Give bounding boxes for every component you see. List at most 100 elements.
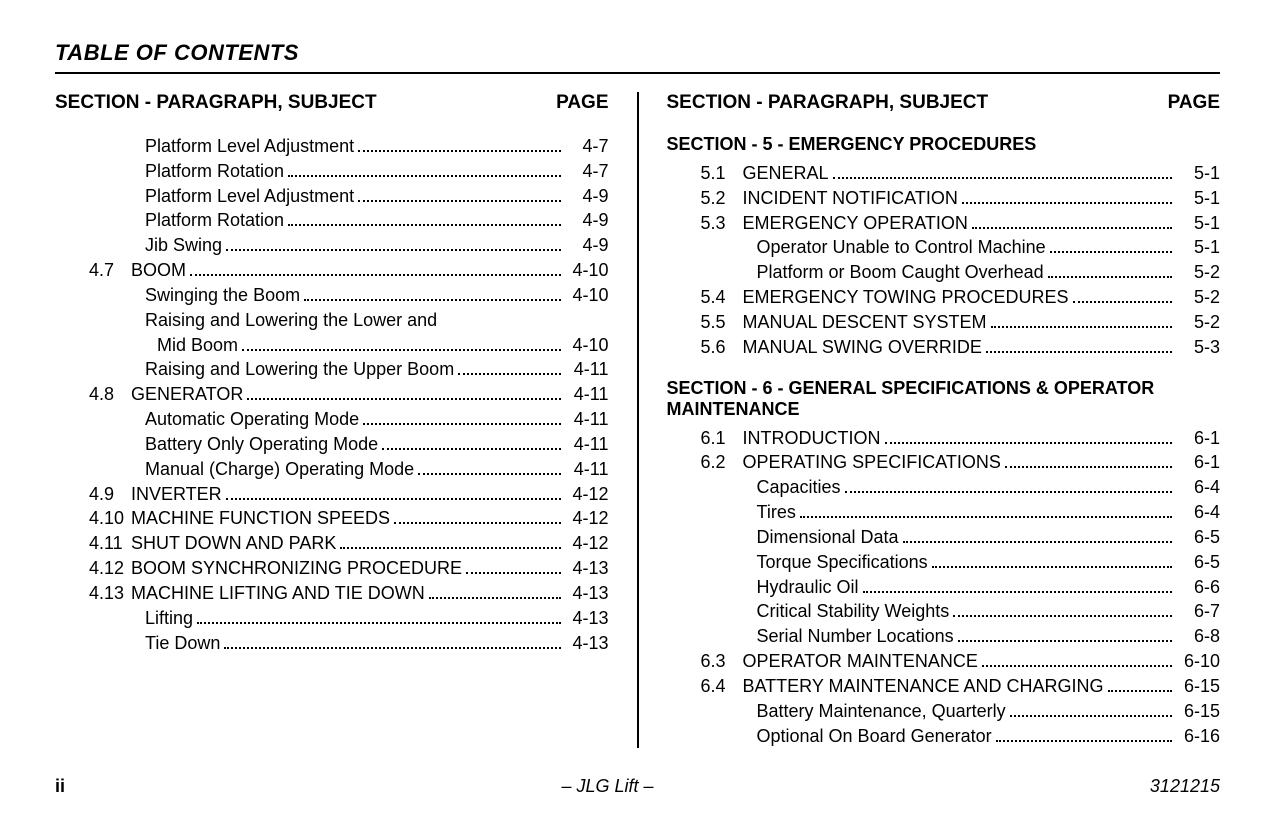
toc-entry-label: Raising and Lowering the Upper Boom	[145, 357, 454, 382]
toc-subentry: Platform Level Adjustment4-7	[145, 134, 609, 159]
toc-subentry-continuation: Mid Boom4-10	[157, 333, 609, 358]
toc-leader-dots	[991, 311, 1172, 328]
toc-subentry: Manual (Charge) Operating Mode4-11	[145, 457, 609, 482]
toc-entry-page: 6-5	[1176, 525, 1220, 550]
toc-entry-page: 5-1	[1176, 161, 1220, 186]
toc-leader-dots	[962, 187, 1172, 204]
toc-leader-dots	[1048, 261, 1172, 278]
toc-entry-page: 6-1	[1176, 450, 1220, 475]
toc-entry-label: OPERATING SPECIFICATIONS	[743, 450, 1001, 475]
toc-entry-label: INVERTER	[131, 482, 222, 507]
toc-entry: 5.2INCIDENT NOTIFICATION5-1	[701, 186, 1221, 211]
toc-entry-label: Jib Swing	[145, 233, 222, 258]
toc-entry-label: Tie Down	[145, 631, 220, 656]
toc-leader-dots	[1073, 286, 1172, 303]
toc-entry-number: 5.4	[701, 285, 743, 310]
toc-leader-dots	[429, 582, 561, 599]
right-entry-list: SECTION - 5 - EMERGENCY PROCEDURES5.1GEN…	[667, 134, 1221, 748]
toc-leader-dots	[224, 631, 560, 648]
toc-entry-page: 4-7	[565, 134, 609, 159]
toc-subentry: Tires6-4	[757, 500, 1221, 525]
toc-leader-dots	[304, 284, 560, 301]
toc-entry: 4.13MACHINE LIFTING AND TIE DOWN 4-13	[89, 581, 609, 606]
toc-entry-page: 4-7	[565, 159, 609, 184]
page-footer: ii – JLG Lift – 3121215	[55, 776, 1220, 797]
toc-leader-dots	[226, 482, 561, 499]
toc-entry-page: 6-1	[1176, 426, 1220, 451]
toc-entry-page: 4-12	[565, 531, 609, 556]
toc-entry-page: 4-10	[565, 283, 609, 308]
toc-entry-number: 4.9	[89, 482, 131, 507]
footer-doc-number: 3121215	[1150, 776, 1220, 797]
footer-center-text: – JLG Lift –	[561, 776, 653, 797]
toc-entry-label: Serial Number Locations	[757, 624, 954, 649]
toc-entry-number: 5.6	[701, 335, 743, 360]
toc-entry-label: Swinging the Boom	[145, 283, 300, 308]
toc-subentry: Critical Stability Weights6-7	[757, 599, 1221, 624]
toc-entry-label: Battery Maintenance, Quarterly	[757, 699, 1006, 724]
toc-entry-number: 4.13	[89, 581, 131, 606]
toc-entry-label: Manual (Charge) Operating Mode	[145, 457, 414, 482]
toc-entry-label: Platform Rotation	[145, 208, 284, 233]
toc-entry-label: Platform Level Adjustment	[145, 184, 354, 209]
toc-entry-page: 6-4	[1176, 475, 1220, 500]
toc-entry-page: 6-15	[1176, 699, 1220, 724]
toc-entry-label: MANUAL SWING OVERRIDE	[743, 335, 982, 360]
toc-entry-page: 4-13	[565, 556, 609, 581]
toc-entry-label: Battery Only Operating Mode	[145, 432, 378, 457]
toc-leader-dots	[996, 724, 1172, 741]
toc-entry: 6.4BATTERY MAINTENANCE AND CHARGING6-15	[701, 674, 1221, 699]
toc-entry-page: 4-9	[565, 208, 609, 233]
toc-entry-page: 4-13	[565, 581, 609, 606]
toc-leader-dots	[932, 550, 1172, 567]
toc-leader-dots	[242, 333, 560, 350]
toc-subentry: Battery Only Operating Mode4-11	[145, 432, 609, 457]
toc-entry: 4.8GENERATOR4-11	[89, 382, 609, 407]
toc-entry-page: 6-10	[1176, 649, 1220, 674]
toc-entry-label: OPERATOR MAINTENANCE	[743, 649, 978, 674]
toc-entry-label: Lifting	[145, 606, 193, 631]
column-header-right: PAGE	[1168, 92, 1220, 114]
toc-entry-page: 4-11	[565, 357, 609, 382]
toc-entry-number: 4.8	[89, 382, 131, 407]
toc-entry-number: 6.4	[701, 674, 743, 699]
toc-entry: 5.5MANUAL DESCENT SYSTEM5-2	[701, 310, 1221, 335]
toc-leader-dots	[418, 457, 560, 474]
toc-leader-dots	[958, 625, 1172, 642]
toc-leader-dots	[190, 259, 560, 276]
toc-entry-page: 5-1	[1176, 211, 1220, 236]
toc-entry-page: 6-16	[1176, 724, 1220, 749]
toc-leader-dots	[197, 606, 560, 623]
toc-leader-dots	[1005, 451, 1172, 468]
toc-entry: 6.2OPERATING SPECIFICATIONS 6-1	[701, 450, 1221, 475]
toc-leader-dots	[1108, 675, 1172, 692]
toc-entry-label: MACHINE LIFTING AND TIE DOWN	[131, 581, 425, 606]
toc-leader-dots	[458, 358, 560, 375]
toc-entry-label: INCIDENT NOTIFICATION	[743, 186, 958, 211]
toc-subentry: Lifting4-13	[145, 606, 609, 631]
toc-entry-page: 4-11	[565, 407, 609, 432]
toc-entry-number: 6.3	[701, 649, 743, 674]
toc-entry-number: 5.3	[701, 211, 743, 236]
page-title: TABLE OF CONTENTS	[55, 40, 1220, 66]
toc-leader-dots	[885, 426, 1173, 443]
toc-leader-dots	[358, 184, 560, 201]
toc-subentry: Tie Down4-13	[145, 631, 609, 656]
toc-entry-label: Platform Rotation	[145, 159, 284, 184]
toc-entry-page: 4-10	[565, 258, 609, 283]
toc-leader-dots	[986, 336, 1172, 353]
toc-leader-dots	[288, 209, 560, 226]
toc-leader-dots	[863, 575, 1172, 592]
toc-subentry: Platform Rotation 4-9	[145, 208, 609, 233]
toc-leader-dots	[247, 383, 560, 400]
toc-entry-label: INTRODUCTION	[743, 426, 881, 451]
toc-leader-dots	[800, 501, 1172, 518]
toc-entry-number: 6.2	[701, 450, 743, 475]
toc-leader-dots	[394, 507, 560, 524]
toc-entry: 5.1GENERAL5-1	[701, 161, 1221, 186]
toc-entry-label: GENERATOR	[131, 382, 243, 407]
toc-entry: 4.11SHUT DOWN AND PARK4-12	[89, 531, 609, 556]
toc-entry-label: Mid Boom	[157, 333, 238, 358]
toc-entry-label: Critical Stability Weights	[757, 599, 950, 624]
toc-entry-label: Operator Unable to Control Machine	[757, 235, 1046, 260]
